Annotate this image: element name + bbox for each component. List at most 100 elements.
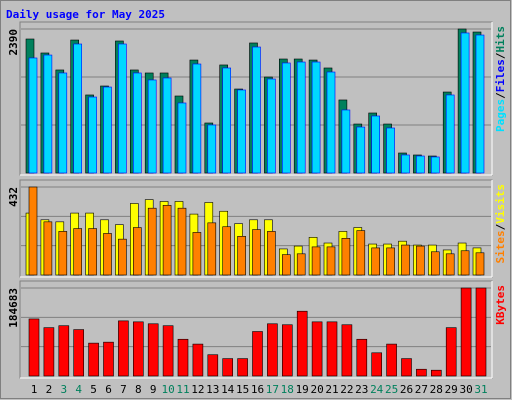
x-tick-label: 2 — [46, 383, 53, 396]
bar — [267, 78, 276, 174]
legend-entry: KBytes — [494, 285, 507, 325]
bar — [222, 226, 231, 276]
x-tick-label: 24 — [370, 383, 384, 396]
bar — [133, 227, 142, 276]
bar — [207, 354, 219, 377]
legend-entry: Hits — [494, 26, 507, 53]
x-tick-label: 29 — [445, 383, 458, 396]
bar — [118, 238, 127, 276]
bar — [267, 231, 276, 276]
legend-entry: Visits — [494, 184, 507, 224]
x-tick-label: 15 — [236, 383, 249, 396]
x-tick-label: 23 — [355, 383, 368, 396]
bar — [401, 358, 412, 377]
bar — [401, 244, 410, 276]
legend: Sites/Visits — [494, 184, 507, 264]
bar — [43, 221, 53, 276]
bar — [207, 124, 217, 174]
bar — [58, 231, 68, 276]
bar — [58, 325, 70, 377]
bar — [118, 43, 127, 174]
x-tick-label: 4 — [75, 383, 82, 396]
bar — [147, 79, 157, 174]
x-tick-label: 20 — [310, 383, 323, 396]
bar — [177, 207, 187, 276]
x-tick-label: 8 — [135, 383, 142, 396]
bar — [430, 251, 440, 276]
bar — [162, 205, 172, 276]
bar — [430, 369, 442, 377]
bar — [192, 343, 204, 377]
bar — [386, 343, 397, 377]
bar — [341, 109, 351, 174]
bar — [356, 338, 368, 377]
bar — [401, 154, 410, 174]
x-tick-label: 1 — [31, 383, 38, 396]
bar — [43, 327, 55, 377]
bar — [475, 34, 485, 174]
bar — [326, 246, 336, 276]
bar — [118, 320, 129, 377]
bar — [162, 77, 172, 174]
x-tick-label: 30 — [459, 383, 472, 396]
x-tick-label: 5 — [90, 383, 97, 396]
x-tick-label: 25 — [385, 383, 398, 396]
x-tick-label: 19 — [296, 383, 309, 396]
x-tick-label: 9 — [150, 383, 157, 396]
legend-entry: Sites — [494, 230, 507, 263]
bar — [237, 358, 248, 377]
bar — [475, 287, 487, 377]
y-tick-label: 432 — [7, 187, 20, 207]
bar — [296, 253, 306, 276]
bar — [28, 318, 40, 377]
bar — [43, 54, 53, 174]
bar — [460, 287, 472, 377]
bar — [416, 245, 425, 276]
bar — [252, 331, 263, 377]
bar — [386, 247, 395, 276]
bar — [192, 232, 202, 276]
x-tick-label: 11 — [176, 383, 189, 396]
chart-title: Daily usage for May 2025 — [6, 8, 165, 21]
legend-entry: / — [494, 92, 507, 99]
bar — [133, 72, 142, 174]
x-tick-label: 7 — [120, 383, 127, 396]
bar — [237, 89, 246, 174]
bar — [326, 321, 338, 377]
x-tick-label: 18 — [281, 383, 294, 396]
x-tick-label: 28 — [430, 383, 443, 396]
bar — [460, 32, 470, 174]
x-tick-label: 13 — [206, 383, 219, 396]
legend: KBytes — [494, 285, 507, 325]
bar — [88, 96, 97, 174]
bar — [296, 310, 308, 377]
bar — [147, 323, 159, 377]
bar — [311, 321, 323, 377]
bar — [58, 72, 68, 174]
legend-entry: / — [494, 52, 507, 59]
bar — [445, 94, 455, 174]
legend-entry: Pages — [494, 99, 507, 132]
bar — [356, 230, 366, 276]
bar — [341, 324, 353, 377]
x-tick-label: 10 — [161, 383, 174, 396]
bar — [460, 250, 470, 276]
bar — [386, 127, 395, 174]
y-tick-label: 2390 — [7, 29, 20, 56]
bar — [326, 71, 336, 174]
bar — [475, 252, 485, 276]
x-tick-label: 14 — [221, 383, 235, 396]
bar — [192, 63, 202, 174]
x-tick-label: 3 — [60, 383, 67, 396]
bar — [103, 86, 112, 174]
x-tick-label: 12 — [191, 383, 204, 396]
legend: Pages/Files/Hits — [494, 26, 507, 132]
bar — [103, 233, 112, 276]
bar — [88, 342, 99, 377]
x-tick-label: 17 — [266, 383, 279, 396]
x-tick-label: 22 — [340, 383, 353, 396]
bar — [281, 254, 291, 276]
bar — [371, 247, 381, 276]
